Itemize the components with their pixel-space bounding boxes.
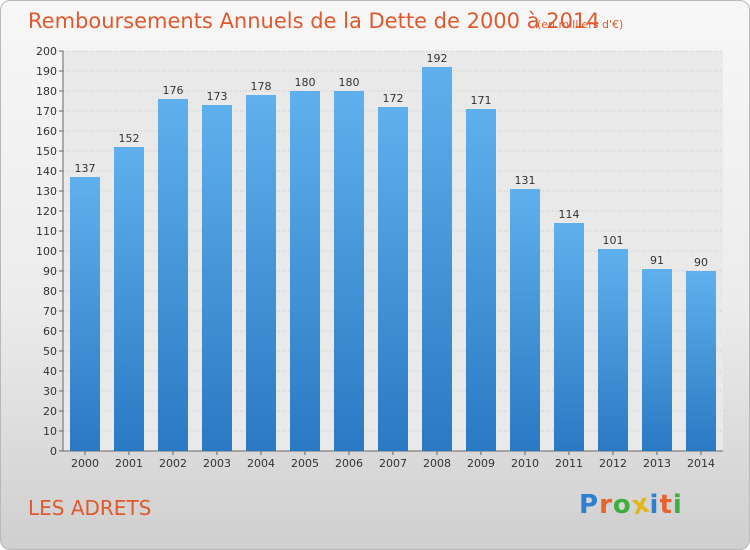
data-label: 90 (694, 256, 708, 269)
bar (554, 223, 584, 451)
bar (686, 271, 716, 451)
bar (466, 109, 496, 451)
data-label: 114 (559, 208, 580, 221)
data-label: 91 (650, 254, 664, 267)
x-tick-label: 2011 (555, 457, 583, 470)
chart-title: Remboursements Annuels de la Dette de 20… (28, 9, 600, 33)
proxiti-logo: Proxiti (579, 488, 683, 521)
bar (290, 91, 320, 451)
x-tick-label: 2007 (379, 457, 407, 470)
y-tick-label: 120 (36, 205, 57, 218)
x-tick-label: 2004 (247, 457, 275, 470)
bar (246, 95, 276, 451)
data-label: 171 (471, 94, 492, 107)
logo-letter: t (659, 490, 673, 520)
y-tick-label: 130 (36, 185, 57, 198)
x-tick-label: 2001 (115, 457, 143, 470)
bar (114, 147, 144, 451)
y-tick-label: 90 (43, 265, 57, 278)
data-label: 172 (383, 92, 404, 105)
y-tick-label: 40 (43, 365, 57, 378)
data-label: 152 (119, 132, 140, 145)
y-tick-label: 190 (36, 65, 57, 78)
bar (598, 249, 628, 451)
data-label: 180 (339, 76, 360, 89)
x-tick-label: 2010 (511, 457, 539, 470)
bar (158, 99, 188, 451)
data-label: 192 (427, 52, 448, 65)
data-label: 173 (207, 90, 228, 103)
y-tick-label: 180 (36, 85, 57, 98)
x-tick-label: 2013 (643, 457, 671, 470)
y-tick-label: 200 (36, 45, 57, 58)
commune-name: LES ADRETS (28, 496, 152, 520)
bar (422, 67, 452, 451)
bar (70, 177, 100, 451)
data-label: 137 (75, 162, 96, 175)
y-tick-label: 160 (36, 125, 57, 138)
x-tick-label: 2008 (423, 457, 451, 470)
data-label: 180 (295, 76, 316, 89)
y-tick-label: 110 (36, 225, 57, 238)
y-tick-label: 30 (43, 385, 57, 398)
logo-letter: i (649, 490, 660, 520)
bar (202, 105, 232, 451)
bar (378, 107, 408, 451)
y-tick-label: 50 (43, 345, 57, 358)
y-tick-label: 10 (43, 425, 57, 438)
x-tick-label: 2009 (467, 457, 495, 470)
x-tick-label: 2000 (71, 457, 99, 470)
y-tick-label: 140 (36, 165, 57, 178)
y-tick-label: 150 (36, 145, 57, 158)
y-tick-label: 100 (36, 245, 57, 258)
data-label: 101 (603, 234, 624, 247)
x-tick-label: 2003 (203, 457, 231, 470)
x-tick-label: 2006 (335, 457, 363, 470)
y-tick-label: 70 (43, 305, 57, 318)
x-tick-label: 2012 (599, 457, 627, 470)
logo-letter: o (612, 490, 632, 520)
x-tick-label: 2014 (687, 457, 715, 470)
logo-letter: i (672, 490, 683, 520)
data-label: 131 (515, 174, 536, 187)
chart-subtitle: (en milliers d'€) (537, 18, 624, 31)
y-tick-label: 20 (43, 405, 57, 418)
logo-letter: P (579, 490, 600, 520)
logo-letter: r (599, 490, 613, 520)
bar (334, 91, 364, 451)
bar (642, 269, 672, 451)
data-label: 178 (251, 80, 272, 93)
y-tick-label: 170 (36, 105, 57, 118)
data-label: 176 (163, 84, 184, 97)
y-tick-label: 0 (50, 445, 57, 458)
y-tick-label: 60 (43, 325, 57, 338)
bar (510, 189, 540, 451)
y-tick-label: 80 (43, 285, 57, 298)
x-tick-label: 2002 (159, 457, 187, 470)
x-tick-label: 2005 (291, 457, 319, 470)
